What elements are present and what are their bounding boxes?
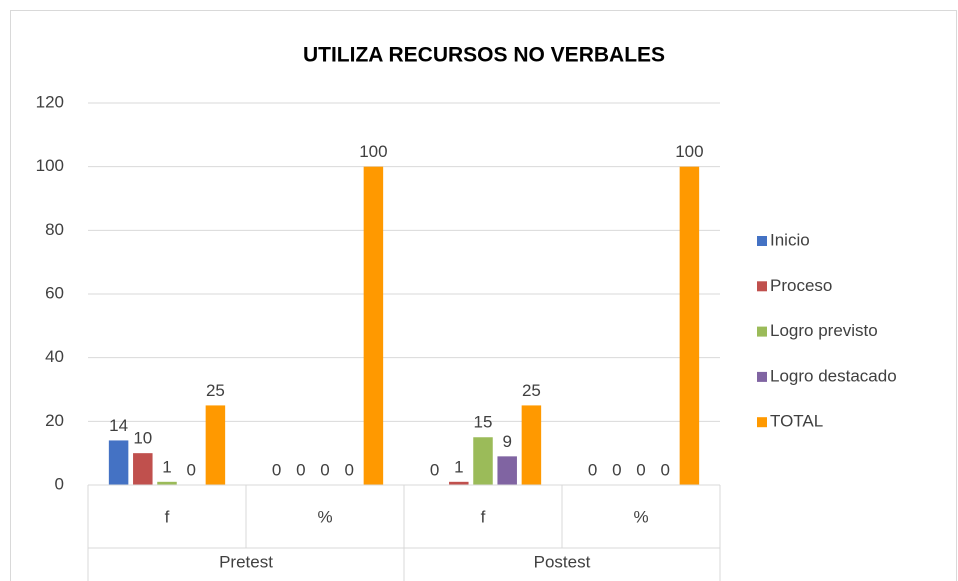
bar <box>205 405 226 485</box>
legend-swatch <box>757 417 767 428</box>
data-label: 0 <box>430 460 439 479</box>
data-label: 15 <box>474 413 493 432</box>
group-label: Postest <box>534 552 591 571</box>
data-label: 0 <box>660 460 669 479</box>
legend-label: Proceso <box>770 276 832 295</box>
data-label: 100 <box>675 142 703 161</box>
data-label: 0 <box>186 460 195 479</box>
group-label: Pretest <box>219 552 273 571</box>
x-tick-label: f <box>481 507 486 526</box>
data-label: 25 <box>522 381 541 400</box>
y-tick-label: 0 <box>55 474 64 493</box>
bar <box>108 440 129 485</box>
data-label: 1 <box>162 457 171 476</box>
legend-swatch <box>757 326 767 337</box>
data-label: 0 <box>272 460 281 479</box>
bar <box>133 453 153 485</box>
data-label: 10 <box>133 429 152 448</box>
y-tick-label: 20 <box>45 411 64 430</box>
x-tick-label: % <box>633 507 648 526</box>
data-label: 100 <box>359 142 387 161</box>
data-label: 1 <box>454 457 463 476</box>
bar <box>363 166 384 485</box>
data-label: 0 <box>320 460 329 479</box>
legend-swatch <box>757 371 767 382</box>
data-label: 0 <box>296 460 305 479</box>
data-label: 0 <box>344 460 353 479</box>
legend-label: Logro previsto <box>770 321 878 340</box>
bar <box>497 456 517 485</box>
bar <box>679 166 700 485</box>
legend-swatch <box>757 236 767 246</box>
bar <box>449 481 469 485</box>
data-label: 9 <box>502 432 511 451</box>
x-tick-label: % <box>317 507 332 526</box>
legend-label: Inicio <box>770 230 810 249</box>
bar <box>521 405 542 485</box>
data-label: 14 <box>109 416 128 435</box>
bar <box>157 481 177 485</box>
y-tick-label: 120 <box>36 92 64 111</box>
data-label: 0 <box>612 460 621 479</box>
y-tick-label: 60 <box>45 283 64 302</box>
chart-border <box>10 10 957 581</box>
data-label: 0 <box>636 460 645 479</box>
bar <box>473 437 493 485</box>
legend-label: TOTAL <box>770 412 823 431</box>
chart-title: UTILIZA RECURSOS NO VERBALES <box>303 44 665 67</box>
legend-label: Logro destacado <box>770 366 897 385</box>
data-label: 25 <box>206 381 225 400</box>
y-tick-label: 100 <box>36 156 64 175</box>
data-label: 0 <box>588 460 597 479</box>
y-tick-label: 40 <box>45 347 64 366</box>
legend-swatch <box>757 281 767 292</box>
y-tick-label: 80 <box>45 220 64 239</box>
x-tick-label: f <box>165 507 170 526</box>
